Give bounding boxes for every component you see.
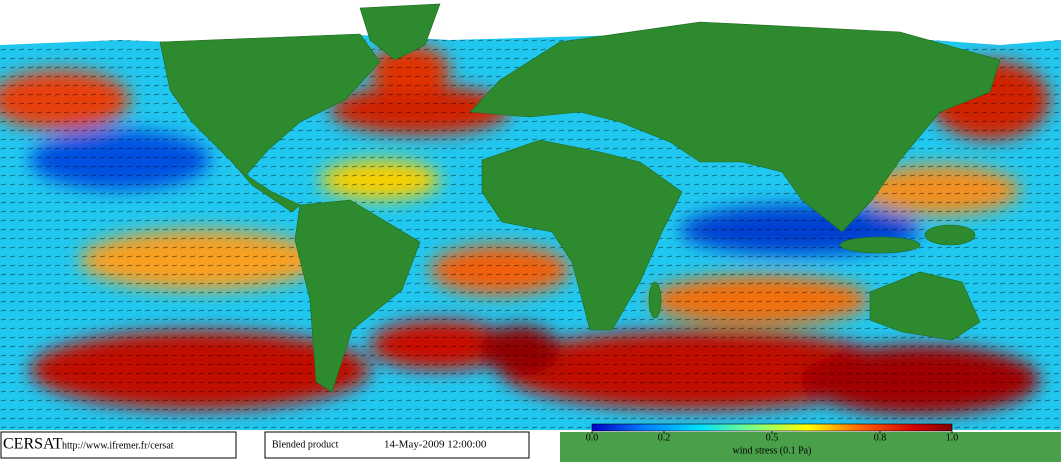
colorbar-tick-label: 0.5 xyxy=(766,432,779,443)
colorbar-scale xyxy=(591,423,953,432)
url: http://www.ifremer.fr/cersat xyxy=(62,440,174,451)
info-box xyxy=(264,431,530,459)
colorbar-tick-label: 0.8 xyxy=(874,432,887,443)
colorbar-tick-label: 1.0 xyxy=(946,432,959,443)
colorbar-tick-label: 0.2 xyxy=(658,432,671,443)
product: Blended product xyxy=(272,439,339,450)
footer: CERSAT http://www.ifremer.fr/cersat Blen… xyxy=(0,431,530,459)
land xyxy=(0,3,1061,462)
date: 14-May-2009 12:00:00 xyxy=(384,439,487,451)
logo: CERSAT xyxy=(3,436,63,453)
colorbar-label: wind stress (0.1 Pa) xyxy=(733,445,812,456)
logo-box xyxy=(0,431,237,459)
colorbar: wind stress (0.1 Pa) 0.0 0.2 0.5 0.8 1.0 xyxy=(586,423,959,456)
colorbar-tick-label: 0.0 xyxy=(586,432,599,443)
